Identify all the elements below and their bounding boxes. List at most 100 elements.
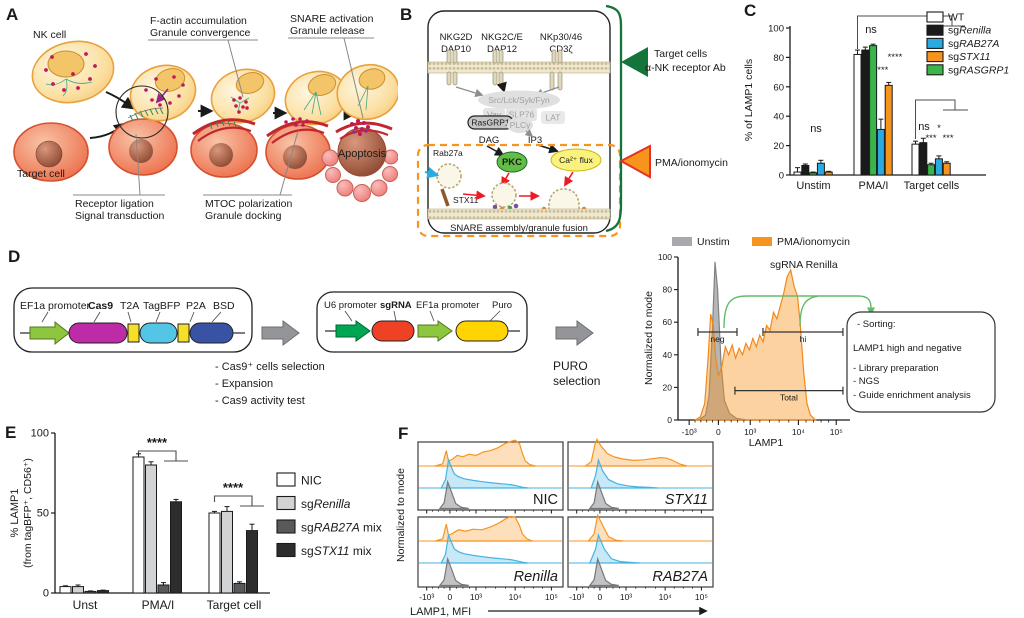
- f-x-tick-label: -10³: [569, 592, 584, 602]
- bar-sgRenilla: [145, 464, 157, 594]
- d-curve-Unstim: [696, 261, 747, 421]
- puro-selection-line1: PURO: [553, 359, 588, 373]
- panel-a-nk-killing-diagram: A NK cell Target cell: [6, 5, 398, 222]
- e-y-axis-title-2: (from tagBFP⁺, CD56⁺): [22, 458, 34, 568]
- d-x-tick-label: 0: [716, 427, 721, 437]
- dap10-label: DAP10: [441, 44, 471, 55]
- y-tick-label: 20: [773, 141, 784, 152]
- nk-cell-illustration: [31, 40, 115, 104]
- puro-gene-icon: [455, 320, 509, 342]
- f-x-axis-title: LAMP1, MFI: [410, 606, 471, 618]
- bar-sgSTX11: [942, 162, 951, 176]
- d-y-axis-title: Normalized to mode: [643, 291, 655, 385]
- snare-activation-label: SNARE activation: [290, 13, 374, 25]
- c-sig-pma-rab27a: ****: [874, 65, 889, 76]
- sorting-ngs: - NGS: [853, 376, 879, 387]
- legend-label: sgRASGRP1: [948, 64, 1009, 76]
- merge-arrow-top: [105, 91, 136, 110]
- y-tick-label: 80: [773, 53, 784, 64]
- pma-arrowhead-icon: [618, 144, 651, 179]
- c-sig-tc-rasgrp1: ***: [925, 133, 936, 144]
- legend-label: sgRAB27A mix: [301, 521, 382, 535]
- pkc-label: PKC: [502, 157, 522, 168]
- f-x-tick-label: -10³: [419, 592, 434, 602]
- panel-f-flow-grid: F Normalized to mode NIC STX11 Renilla -10³…: [395, 425, 714, 618]
- target-cells-stim-label: Target cells: [654, 48, 707, 60]
- t2a-label: T2A: [120, 300, 139, 312]
- y-tick-label: 0: [43, 588, 49, 600]
- plasma-membrane: [427, 61, 611, 74]
- panel-b-label: B: [400, 5, 412, 24]
- cas9-label: Cas9: [88, 300, 113, 312]
- workflow-arrow-2-icon: [555, 320, 594, 346]
- c-y-axis-title: % of LAMP1 cells: [743, 59, 755, 141]
- sorting-guide: - Guide enrichment analysis: [853, 390, 971, 401]
- u6-promoter-arrow-icon: [335, 320, 371, 342]
- legend-label: WT: [948, 12, 965, 24]
- flow-box-NIC: [417, 441, 564, 511]
- y-tick-label: 60: [773, 82, 784, 93]
- subplot-label-RAB27A: RAB27A: [652, 569, 708, 585]
- gate-label-Total: Total: [780, 393, 798, 403]
- f-x-tick-label: 10⁴: [509, 592, 522, 602]
- d-x-tick-label: 10⁵: [830, 427, 843, 437]
- ef1a-promoter-label: EF1a promoter: [20, 300, 91, 312]
- d-y-tick-label: 100: [658, 252, 672, 262]
- legend-swatch: [926, 64, 944, 76]
- ca-flux-label: Ca²⁺ flux: [559, 155, 594, 165]
- panel-a-label: A: [6, 5, 18, 24]
- flow-curve-blue: [588, 532, 641, 564]
- legend-swatch: [926, 37, 944, 49]
- bar-WT: [793, 171, 802, 176]
- granule-release-label: Granule release: [290, 25, 365, 37]
- sorting-box: [846, 311, 996, 413]
- bar-sgSTX11 mix: [170, 501, 182, 594]
- f-x-tick-label: 0: [598, 592, 603, 602]
- c-sig-tc-ns: ns: [918, 121, 930, 133]
- subplot-label-Renilla: Renilla: [514, 569, 558, 585]
- flow-curve-blue: [440, 532, 529, 564]
- f-subplots: NIC STX11 Renilla -10³ 0 10³ 10⁴ 10⁵ RAB27A -10³ 0…: [417, 438, 714, 602]
- legend-swatch: [926, 24, 944, 36]
- d-x-tick-label: 10⁴: [792, 427, 805, 437]
- bar-sgSTX11 mix: [246, 530, 258, 594]
- flow-curve-orange: [587, 513, 624, 542]
- pma-stim-label: PMA/ionomycin: [655, 157, 728, 169]
- target-cell-illustration: [13, 122, 89, 182]
- plc-label: PLCγ: [510, 120, 532, 130]
- synapse-highlight-circle: [115, 85, 169, 139]
- nkg2d-label: NKG2D: [440, 32, 473, 43]
- puro-label: Puro: [492, 300, 512, 311]
- y-tick-label: 0: [779, 171, 784, 182]
- y-tick-label: 100: [768, 24, 784, 35]
- y-tick-label: 100: [31, 428, 49, 440]
- fused-granule-omega: [548, 188, 580, 211]
- construct2-elements: [325, 320, 520, 342]
- bar-sgRAB27A: [816, 162, 825, 176]
- bar-sgRAB27A: [934, 158, 943, 176]
- dag-label: DAG: [479, 135, 500, 146]
- sorting-arrows: [723, 295, 876, 329]
- nkg2ce-label: NKG2C/E: [481, 32, 523, 43]
- d-hist-curves: neg hi Total: [693, 261, 844, 421]
- t2a-icon: [127, 323, 140, 343]
- legend-swatch: [276, 519, 296, 534]
- ef1a-promoter-arrow-icon: [29, 320, 70, 346]
- workflow-arrow-1-icon: [261, 320, 300, 346]
- gate-label-hi: hi: [800, 334, 807, 344]
- subplot-label-STX11: STX11: [665, 492, 708, 508]
- c-sig-tc-stx11: ***: [942, 133, 953, 144]
- flow-box-RAB27A: [567, 516, 714, 588]
- legend-label: sgRenilla: [301, 497, 351, 511]
- d-x-tick-label: -10³: [682, 427, 697, 437]
- panel-d-screen-workflow: D EF1a promoter Cas9 T2A TagBFP P2A BSD …: [8, 236, 996, 449]
- legend-swatch: [926, 51, 944, 63]
- legend-swatch: [276, 472, 296, 487]
- legend-swatch: [276, 495, 296, 511]
- flow-curve-orange: [435, 439, 536, 467]
- conjugate-stage-apoptosis: [321, 63, 398, 202]
- bar-sgRASGRP1: [809, 172, 818, 176]
- panel-e-bar-chart: E % LAMP1 (from tagBFP⁺, CD56⁺) **** ***…: [5, 423, 382, 612]
- bar-sgSTX11 mix: [97, 590, 109, 594]
- d-y-tick-label: 0: [667, 415, 672, 425]
